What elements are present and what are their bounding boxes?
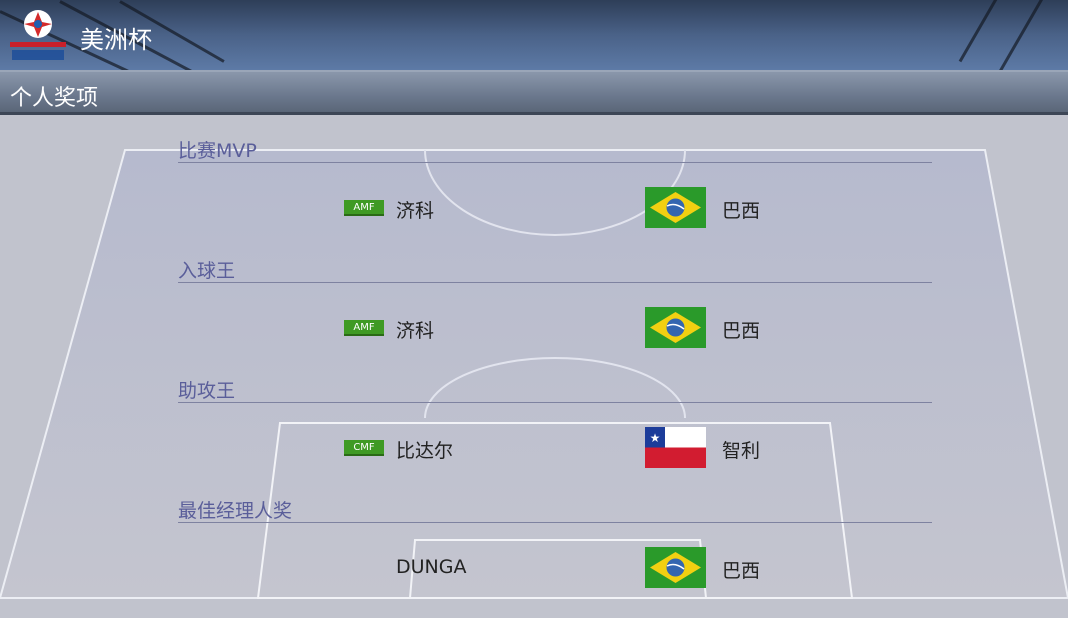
player-name: 济科 xyxy=(396,320,435,342)
country-name: 智利 xyxy=(722,440,761,462)
award-title: 比赛MVP xyxy=(178,140,257,162)
country-name: 巴西 xyxy=(722,320,761,342)
brazil-flag-icon xyxy=(645,307,706,348)
subheader-bar: 个人奖项 xyxy=(0,70,1068,115)
svg-text:★: ★ xyxy=(650,431,661,445)
divider xyxy=(178,162,932,163)
position-badge: AMF xyxy=(344,200,384,216)
divider xyxy=(178,402,932,403)
player-name: 比达尔 xyxy=(396,440,454,462)
divider xyxy=(178,522,932,523)
header-banner: 美洲杯 xyxy=(0,0,1068,70)
player-name: 济科 xyxy=(396,200,435,222)
copa-america-logo xyxy=(10,10,66,60)
country-name: 巴西 xyxy=(722,200,761,222)
brazil-flag-icon xyxy=(645,187,706,228)
award-title: 助攻王 xyxy=(178,380,236,402)
brazil-flag-icon xyxy=(645,547,706,588)
divider xyxy=(178,282,932,283)
chile-flag-icon: ★ xyxy=(645,427,706,468)
page-title: 个人奖项 xyxy=(10,86,99,111)
app-title: 美洲杯 xyxy=(80,26,152,54)
player-name: DUNGA xyxy=(396,556,467,578)
award-title: 最佳经理人奖 xyxy=(178,500,293,522)
position-badge: CMF xyxy=(344,440,384,456)
award-title: 入球王 xyxy=(178,260,236,282)
position-badge: AMF xyxy=(344,320,384,336)
pitch-background xyxy=(0,149,1068,599)
country-name: 巴西 xyxy=(722,560,761,582)
